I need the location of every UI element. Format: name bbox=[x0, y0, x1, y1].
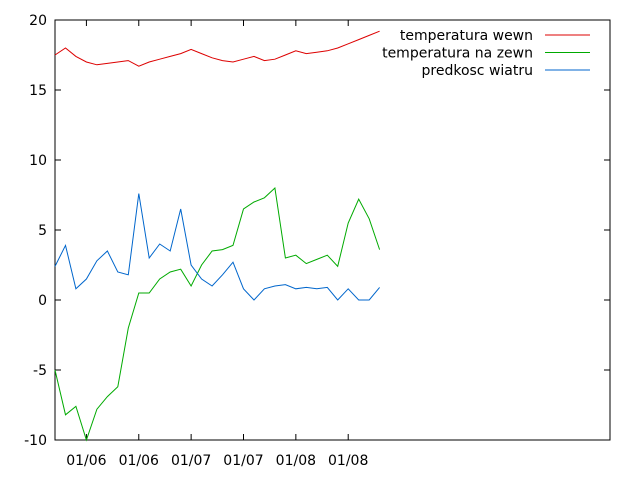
series-line-1 bbox=[54, 30, 380, 67]
y-tick-label: 10 bbox=[29, 153, 47, 169]
x-tick-label: 01/06 bbox=[66, 453, 106, 469]
y-tick-label: 15 bbox=[29, 83, 47, 99]
series-line-3 bbox=[54, 193, 380, 301]
y-tick-label: 5 bbox=[38, 223, 47, 239]
y-tick-label: -10 bbox=[24, 433, 47, 449]
series-layer bbox=[54, 30, 381, 442]
x-tick-label: 01/06 bbox=[119, 453, 159, 469]
x-axis: 01/06 01/06 01/07 01/07 01/08 01/08 bbox=[66, 20, 368, 469]
legend: temperatura wewn temperatura na zewnpredk… bbox=[382, 28, 590, 79]
y-tick-label: 0 bbox=[38, 293, 47, 309]
x-tick-label: 01/07 bbox=[171, 453, 211, 469]
x-tick-label: 01/08 bbox=[328, 453, 368, 469]
series-line-2 bbox=[54, 186, 381, 442]
x-tick-label: 01/07 bbox=[223, 453, 263, 469]
legend-label: temperatura wewn bbox=[400, 28, 533, 44]
x-tick-label: 01/08 bbox=[276, 453, 316, 469]
y-axis: -10 -5 0 5 10 15 20 bbox=[24, 13, 610, 449]
plot-frame bbox=[54, 19, 611, 441]
y-tick-label: -5 bbox=[33, 363, 47, 379]
y-tick-label: 20 bbox=[29, 13, 47, 29]
legend-label: predkosc wiatru bbox=[422, 63, 534, 79]
legend-label: temperatura na zewn bbox=[382, 46, 533, 62]
